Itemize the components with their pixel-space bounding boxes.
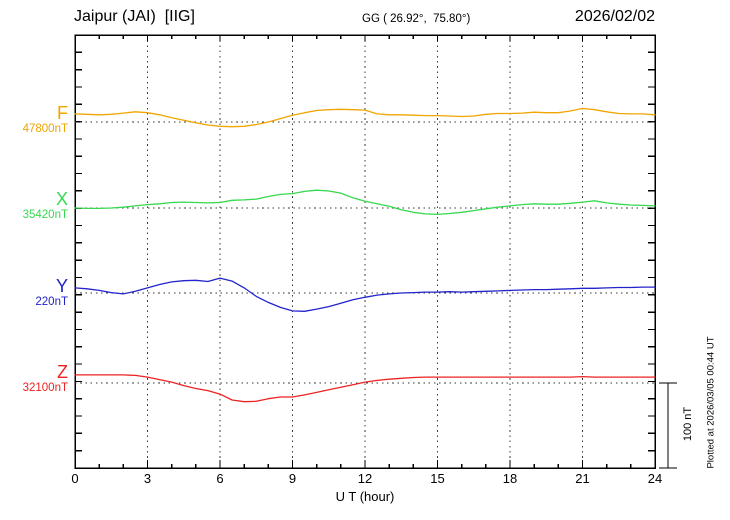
station-coordinates: GG ( 26.92°, 75.80°) xyxy=(362,13,471,25)
series-label-z: Z 32100nT xyxy=(2,362,68,395)
x-tick-label: 18 xyxy=(502,471,518,486)
series-baseline-value-z: 32100nT xyxy=(22,382,68,394)
station-title: Jaipur (JAI) [IIG] xyxy=(74,8,195,25)
series-letter-z: Z xyxy=(57,362,68,382)
series-letter-f: F xyxy=(57,103,68,123)
series-label-y: Y 220nT xyxy=(2,276,68,309)
series-label-x: X 35420nT xyxy=(2,189,68,222)
x-axis-label: U T (hour) xyxy=(335,489,395,504)
x-tick-label: 0 xyxy=(71,471,79,486)
x-tick-label: 12 xyxy=(357,471,373,486)
series-baseline-value-x: 35420nT xyxy=(22,209,68,221)
series-baseline-value-y: 220nT xyxy=(35,296,68,308)
series-label-f: F 47800nT xyxy=(2,103,68,136)
x-tick-label: 9 xyxy=(288,471,297,486)
x-tick-label: 21 xyxy=(575,471,590,486)
x-tick-label: 3 xyxy=(143,471,152,486)
series-letter-y: Y xyxy=(55,276,68,296)
x-tick-label: 15 xyxy=(430,471,445,486)
x-tick-label: 6 xyxy=(216,471,224,486)
series-letter-x: X xyxy=(55,189,68,209)
series-baseline-value-f: 47800nT xyxy=(22,123,68,135)
scale-bar-label: 100 nT xyxy=(682,406,694,442)
x-tick-label: 24 xyxy=(647,471,663,486)
observation-date: 2026/02/02 xyxy=(574,8,655,25)
plotted-at-note: Plotted at 2026/03/05 00:44 UT xyxy=(705,336,717,469)
